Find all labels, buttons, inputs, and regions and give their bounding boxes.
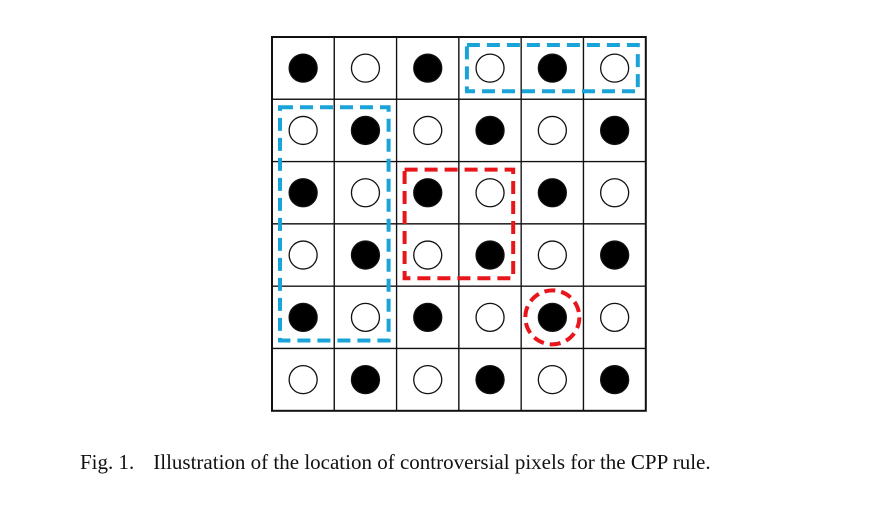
- white-pixel: [288, 364, 318, 395]
- white-pixel: [475, 53, 505, 83]
- white-pixel: [413, 240, 443, 270]
- white-pixel: [350, 53, 381, 83]
- blue-dashed-highlight: [278, 105, 391, 343]
- black-pixel: [475, 364, 505, 395]
- black-pixel: [350, 240, 381, 270]
- pixel-grid-figure: [271, 36, 647, 412]
- blue-dashed-highlight: [464, 43, 640, 94]
- black-pixel: [600, 364, 630, 395]
- red-dashed-highlight: [402, 167, 516, 281]
- white-pixel: [475, 178, 505, 208]
- white-pixel: [288, 115, 318, 146]
- white-pixel: [413, 115, 443, 146]
- grid-frame: [271, 36, 647, 412]
- black-pixel: [288, 53, 318, 83]
- white-pixel: [600, 302, 630, 333]
- red-dashed-circle-highlight: [523, 288, 582, 347]
- black-pixel: [475, 115, 505, 146]
- grid-cell: [333, 160, 398, 225]
- white-pixel: [413, 364, 443, 395]
- white-pixel: [537, 364, 567, 395]
- black-pixel: [350, 115, 381, 146]
- white-pixel: [537, 115, 567, 146]
- white-pixel: [600, 178, 630, 208]
- white-pixel: [350, 178, 381, 208]
- black-pixel: [600, 240, 630, 270]
- grid-cell: [458, 223, 522, 287]
- black-pixel: [537, 53, 567, 83]
- white-pixel: [350, 302, 381, 333]
- black-pixel: [537, 302, 567, 333]
- grid-cell: [333, 98, 398, 163]
- black-pixel: [475, 240, 505, 270]
- white-pixel: [537, 240, 567, 270]
- black-pixel: [413, 302, 443, 333]
- black-pixel: [413, 178, 443, 208]
- black-pixel: [350, 364, 381, 395]
- black-pixel: [537, 178, 567, 208]
- black-pixel: [413, 53, 443, 83]
- caption-label: Fig. 1.: [80, 450, 135, 474]
- black-pixel: [600, 115, 630, 146]
- figure-caption: Fig. 1. Illustration of the location of c…: [80, 449, 711, 475]
- black-pixel: [288, 302, 318, 333]
- black-pixel: [288, 178, 318, 208]
- white-pixel: [600, 53, 630, 83]
- white-pixel: [288, 240, 318, 270]
- white-pixel: [475, 302, 505, 333]
- caption-text: Illustration of the location of controve…: [153, 450, 711, 474]
